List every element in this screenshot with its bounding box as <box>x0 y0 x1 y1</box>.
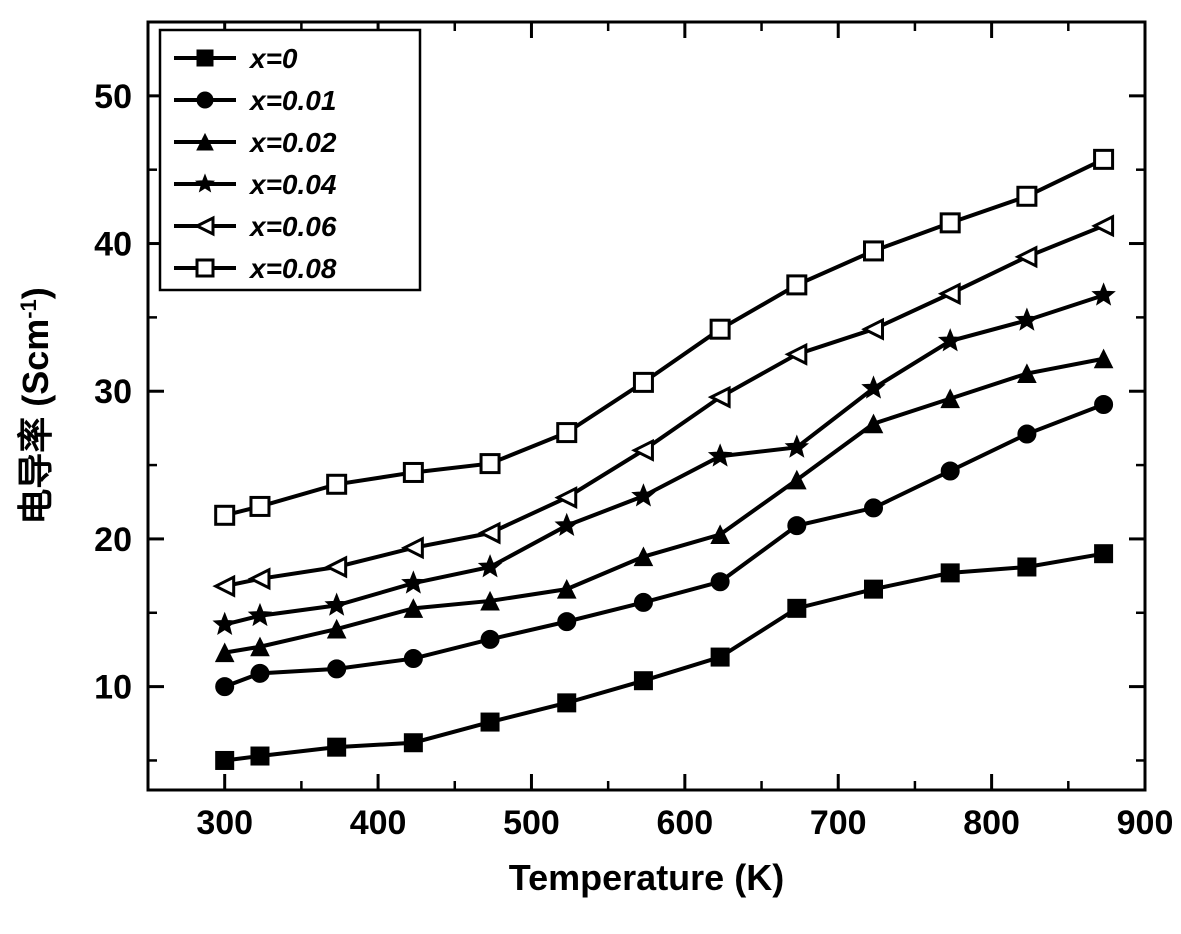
y-tick-label: 30 <box>94 373 132 411</box>
legend-label: x=0.04 <box>248 169 337 200</box>
chart-container: 300 400 500 600 700 800 900 10 20 30 40 50 Temperatu… <box>0 0 1181 934</box>
x-axis-title: Temperature (K) <box>509 857 784 898</box>
legend: x=0 x=0.01 x=0.02 x=0.04 x=0.06 x=0.08 <box>160 30 420 290</box>
x-tick-label: 300 <box>196 804 253 842</box>
x-tick-label: 900 <box>1117 804 1174 842</box>
svg-text:电导率 (Scm-1): 电导率 (Scm-1) <box>15 287 56 525</box>
y-tick-label: 50 <box>94 78 132 116</box>
x-tick-label: 600 <box>656 804 713 842</box>
conductivity-chart: 300 400 500 600 700 800 900 10 20 30 40 50 Temperatu… <box>0 0 1181 934</box>
series-x=0 <box>216 545 1113 770</box>
legend-label: x=0 <box>248 43 298 74</box>
y-tick-label: 10 <box>94 669 132 707</box>
y-tick-label: 20 <box>94 521 132 559</box>
legend-label: x=0.01 <box>248 85 336 116</box>
y-axis-title: 电导率 (Scm-1) <box>15 287 56 525</box>
x-tick-label: 700 <box>810 804 867 842</box>
legend-label: x=0.08 <box>248 253 337 284</box>
x-tick-label: 500 <box>503 804 560 842</box>
series-x=0.01 <box>216 396 1113 696</box>
x-tick-label: 400 <box>350 804 407 842</box>
legend-label: x=0.02 <box>248 127 337 158</box>
y-tick-label: 40 <box>94 226 132 264</box>
series-x=0.02 <box>216 350 1113 662</box>
x-tick-label: 800 <box>963 804 1020 842</box>
legend-label: x=0.06 <box>248 211 337 242</box>
